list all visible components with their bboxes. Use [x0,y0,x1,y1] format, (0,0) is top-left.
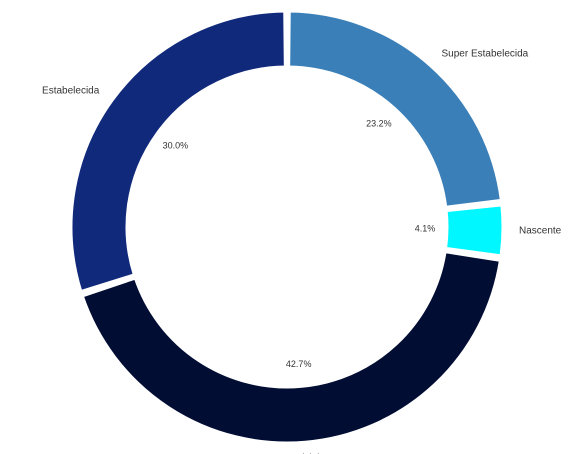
value-label-estabelecida: 30.0% [163,140,189,150]
labels-layer: 23.2% Super Estabelecida 4.1% Nascente 42.7%… [42,49,562,454]
category-label-super-estabelecida: Super Estabelecida [442,49,529,60]
category-label-nascente: Nascente [519,225,562,236]
slices-layer [69,9,505,445]
category-label-inicial: Inicial [294,453,320,454]
slice-inicial[interactable] [80,250,502,445]
value-label-nascente: 4.1% [415,224,436,234]
value-label-inicial: 42.7% [286,359,312,369]
slice-nascente[interactable] [444,203,505,258]
value-label-super-estabelecida: 23.2% [366,118,392,128]
slice-super-estabelecida[interactable] [287,9,503,209]
slice-estabelecida[interactable] [69,9,287,294]
category-label-estabelecida: Estabelecida [42,85,100,96]
